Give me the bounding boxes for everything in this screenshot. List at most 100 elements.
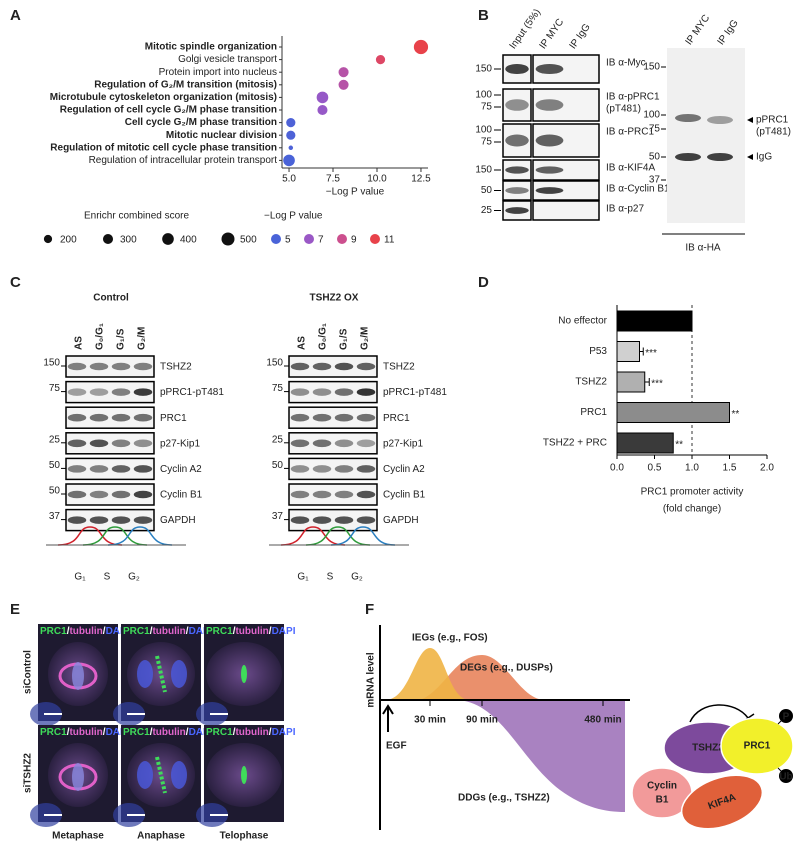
- x-tick-label: 1.0: [685, 463, 699, 474]
- protein-node: KIF4A: [680, 774, 764, 830]
- lane-header: G₁/S: [116, 328, 127, 350]
- color-legend-label: 7: [318, 235, 324, 246]
- mw-marker: 50: [272, 460, 284, 471]
- stain-part: /: [103, 626, 106, 637]
- band: [535, 187, 564, 194]
- band: [67, 388, 87, 396]
- band: [505, 166, 529, 174]
- band: [133, 465, 153, 473]
- phase-curve: [82, 526, 148, 546]
- x-label: IB α-HA: [685, 243, 721, 254]
- dot: [283, 154, 295, 167]
- lane-header: G₁/S: [339, 328, 350, 350]
- mw-marker: 100: [475, 90, 492, 101]
- stain-part: /: [233, 626, 236, 637]
- term-label: Golgi vesicle transport: [178, 54, 277, 65]
- band: [133, 439, 153, 448]
- mw-marker: 50: [49, 486, 61, 497]
- color-legend-label: 11: [384, 235, 395, 246]
- x-tick-label: 10.0: [367, 174, 387, 185]
- stain-part: tubulin: [152, 626, 185, 637]
- panel-label: B: [478, 7, 489, 24]
- dot: [286, 130, 296, 140]
- band: [312, 388, 332, 396]
- x-tick-label: 7.5: [326, 174, 340, 185]
- term-label: Microtubule cytoskeleton organization (m…: [50, 92, 277, 103]
- band: [356, 490, 376, 499]
- blot-title: Control: [93, 293, 129, 304]
- color-legend-label: 9: [351, 235, 357, 246]
- band: [356, 362, 376, 371]
- band: [111, 516, 131, 524]
- band: [111, 362, 131, 371]
- band: [505, 134, 529, 147]
- mw-marker: 150: [266, 358, 283, 369]
- mw-marker: 25: [49, 434, 61, 445]
- cell: [127, 642, 195, 706]
- band: [675, 153, 701, 161]
- arrow-label: (pT481): [756, 127, 791, 138]
- category-label: TSHZ2 + PRC: [543, 438, 607, 449]
- blot-label: Cyclin B1: [160, 490, 203, 501]
- mw-marker: 75: [272, 383, 284, 394]
- blot-label: (pT481): [606, 104, 641, 115]
- band: [290, 362, 310, 371]
- significance: **: [675, 440, 683, 451]
- band: [334, 465, 354, 473]
- legend-title: Enrichr combined score: [84, 211, 189, 222]
- band: [535, 99, 564, 111]
- mw-marker: 25: [481, 205, 493, 216]
- band: [89, 490, 109, 499]
- bar: [616, 341, 640, 362]
- stain-part: DAPI: [189, 626, 213, 637]
- band: [312, 413, 332, 422]
- midzone: [155, 756, 167, 794]
- band: [290, 465, 310, 473]
- lane-header: G₂/M: [137, 327, 148, 350]
- dot: [317, 104, 328, 116]
- mw-marker: 100: [643, 110, 660, 121]
- mod-shape: [779, 769, 793, 783]
- mw-marker: 25: [272, 434, 284, 445]
- chromatin: [171, 660, 187, 688]
- blot-label: PRC1: [160, 413, 187, 424]
- node-shape: [680, 774, 764, 830]
- band: [89, 388, 109, 396]
- mw-marker: 75: [481, 137, 493, 148]
- blot-box: [532, 159, 600, 181]
- term-label: Mitotic nuclear division: [166, 130, 277, 141]
- band: [290, 490, 310, 499]
- phase-curve: [330, 526, 396, 546]
- dot: [375, 55, 386, 65]
- cell: [127, 743, 195, 807]
- term-label: Regulation of mitotic cell cycle phase t…: [50, 142, 277, 153]
- band: [67, 413, 87, 422]
- panel-label: A: [10, 7, 21, 24]
- blot-label: GAPDH: [383, 515, 419, 526]
- mw-marker: 150: [643, 62, 660, 73]
- stain-part: PRC1: [206, 626, 233, 637]
- band: [290, 388, 310, 396]
- row-label: siTSHZ2: [23, 753, 34, 793]
- x-axis-title: (fold change): [663, 504, 721, 515]
- stain-part: /: [186, 727, 189, 738]
- band: [312, 362, 332, 371]
- color-legend-dot: [337, 234, 347, 244]
- size-legend-dot: [221, 232, 235, 246]
- panel-label: D: [478, 274, 489, 291]
- x-tick-label: 5.0: [282, 174, 296, 185]
- column-label: Metaphase: [52, 831, 104, 842]
- blot-label: Cyclin B1: [383, 490, 426, 501]
- mw-marker: 75: [649, 124, 661, 135]
- mw-marker: 50: [481, 185, 493, 196]
- chromatin: [72, 662, 84, 690]
- mw-marker: 75: [49, 383, 61, 394]
- blot-label: Cyclin A2: [160, 464, 202, 475]
- band: [334, 490, 354, 499]
- band: [312, 516, 332, 524]
- y-axis-title: mRNA level: [366, 652, 377, 707]
- band: [111, 465, 131, 473]
- stain-part: PRC1: [206, 727, 233, 738]
- stain-part: tubulin: [235, 626, 268, 637]
- blot-box: [288, 406, 378, 429]
